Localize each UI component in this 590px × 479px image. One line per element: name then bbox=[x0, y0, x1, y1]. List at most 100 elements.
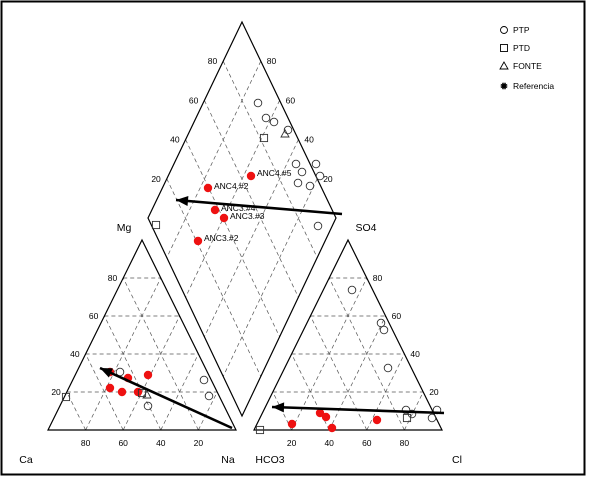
ptp-point bbox=[383, 363, 393, 373]
diamond-left-tick-label: 80 bbox=[208, 56, 218, 66]
point-annotation: ANC4.#5 bbox=[257, 168, 292, 178]
referencia-point bbox=[287, 419, 297, 429]
referencia-point bbox=[210, 205, 220, 215]
ptp-point bbox=[261, 113, 271, 123]
fonte-point bbox=[142, 389, 152, 399]
cation-mg-tick-label: 80 bbox=[108, 273, 118, 283]
referencia-point bbox=[321, 412, 331, 422]
cation-ca-tick-label: 40 bbox=[156, 438, 166, 448]
diamond-left-tick-label: 20 bbox=[151, 174, 161, 184]
corner-label-so4: SO4 bbox=[355, 222, 376, 234]
diamond-right-tick-label: 80 bbox=[267, 56, 277, 66]
legend-circle-icon bbox=[500, 26, 508, 34]
diamond bbox=[147, 20, 337, 418]
ptp-point bbox=[313, 221, 323, 231]
grid-line bbox=[222, 61, 318, 258]
anion-triangle bbox=[253, 238, 443, 431]
referencia-point bbox=[203, 183, 213, 193]
diamond-right-tick-label: 60 bbox=[286, 95, 296, 105]
anion-cl-tick-label: 20 bbox=[287, 438, 297, 448]
legend-star-icon: ✹ bbox=[499, 81, 508, 93]
referencia-point bbox=[246, 171, 256, 181]
ptd-point bbox=[151, 220, 161, 230]
trend-arrow-head bbox=[100, 368, 113, 378]
legend-square-icon bbox=[500, 44, 508, 52]
ptp-point bbox=[293, 178, 303, 188]
point-annotation: ANC3.#4 bbox=[221, 203, 256, 213]
legend-label: PTD bbox=[513, 43, 530, 53]
ptd-point bbox=[61, 392, 71, 402]
anion-cl-tick-label: 80 bbox=[400, 438, 410, 448]
ptp-point bbox=[315, 171, 325, 181]
ptp-point bbox=[283, 125, 293, 135]
trend-arrow bbox=[99, 366, 233, 430]
diamond-left-tick-label: 40 bbox=[170, 135, 180, 145]
grid-line bbox=[204, 139, 299, 337]
referencia-point bbox=[105, 383, 115, 393]
cation-mg-tick-label: 40 bbox=[70, 349, 80, 359]
cation-mg-tick-label: 60 bbox=[89, 311, 99, 321]
grid-line bbox=[166, 178, 262, 377]
ptd-point bbox=[402, 413, 412, 423]
point-annotation: ANC4.#2 bbox=[214, 181, 249, 191]
diamond-right-tick-label: 40 bbox=[304, 135, 314, 145]
anion-so4-tick-label: 80 bbox=[373, 273, 383, 283]
trend-arrow-head bbox=[176, 196, 189, 206]
ptp-point bbox=[379, 325, 389, 335]
corner-label-na: Na bbox=[221, 454, 235, 466]
point-annotation: ANC3.#2 bbox=[204, 233, 239, 243]
trend-arrow-head bbox=[272, 402, 285, 413]
ptp-point bbox=[347, 285, 357, 295]
cation-ca-tick-label: 20 bbox=[194, 438, 204, 448]
cation-ca-tick-label: 60 bbox=[118, 438, 128, 448]
anion-cl-tick-label: 60 bbox=[362, 438, 372, 448]
cation-ca-tick-label: 80 bbox=[81, 438, 91, 448]
grid-line bbox=[166, 61, 262, 258]
ptd-point bbox=[259, 133, 269, 143]
trend-arrow bbox=[271, 405, 445, 415]
referencia-point bbox=[327, 423, 337, 433]
grid-line bbox=[328, 277, 405, 431]
ptd-point bbox=[255, 425, 265, 435]
anion-cl-tick-label: 40 bbox=[324, 438, 334, 448]
ptp-point bbox=[427, 413, 437, 423]
ptp-point bbox=[311, 159, 321, 169]
ptp-point bbox=[204, 391, 214, 401]
point-annotation: ANC3.#3 bbox=[230, 211, 265, 221]
referencia-point bbox=[219, 213, 229, 223]
anion-so4-tick-label: 40 bbox=[410, 349, 420, 359]
referencia-point bbox=[193, 236, 203, 246]
ptp-point bbox=[269, 117, 279, 127]
corner-label-mg: Mg bbox=[117, 222, 132, 234]
anion-so4-tick-label: 60 bbox=[392, 311, 402, 321]
ptp-point bbox=[291, 159, 301, 169]
grid-line bbox=[328, 315, 386, 431]
grid-line bbox=[185, 100, 280, 298]
corner-label-hco3: HCO3 bbox=[255, 454, 284, 466]
referencia-point bbox=[372, 415, 382, 425]
referencia-point bbox=[315, 408, 325, 418]
ptp-point bbox=[199, 375, 209, 385]
legend-triangle-icon bbox=[499, 61, 509, 70]
diamond-left-tick-label: 60 bbox=[189, 95, 199, 105]
grid-line bbox=[185, 139, 280, 337]
legend-label: Referencia bbox=[513, 81, 554, 91]
ptp-point bbox=[305, 181, 315, 191]
legend-label: FONTE bbox=[513, 61, 542, 71]
grid-line bbox=[122, 277, 199, 431]
referencia-point bbox=[117, 387, 127, 397]
legend-label: PTP bbox=[513, 25, 530, 35]
grid-line bbox=[85, 277, 162, 431]
corner-label-cl: Cl bbox=[452, 454, 462, 466]
ptp-point bbox=[253, 98, 263, 108]
grid-line bbox=[104, 315, 162, 431]
cation-mg-tick-label: 20 bbox=[51, 387, 61, 397]
ptp-point bbox=[401, 405, 411, 415]
grid-line bbox=[291, 277, 368, 431]
anion-so4-tick-label: 20 bbox=[429, 387, 439, 397]
grid-line bbox=[198, 391, 218, 431]
referencia-point bbox=[143, 370, 153, 380]
corner-label-ca: Ca bbox=[19, 454, 33, 466]
